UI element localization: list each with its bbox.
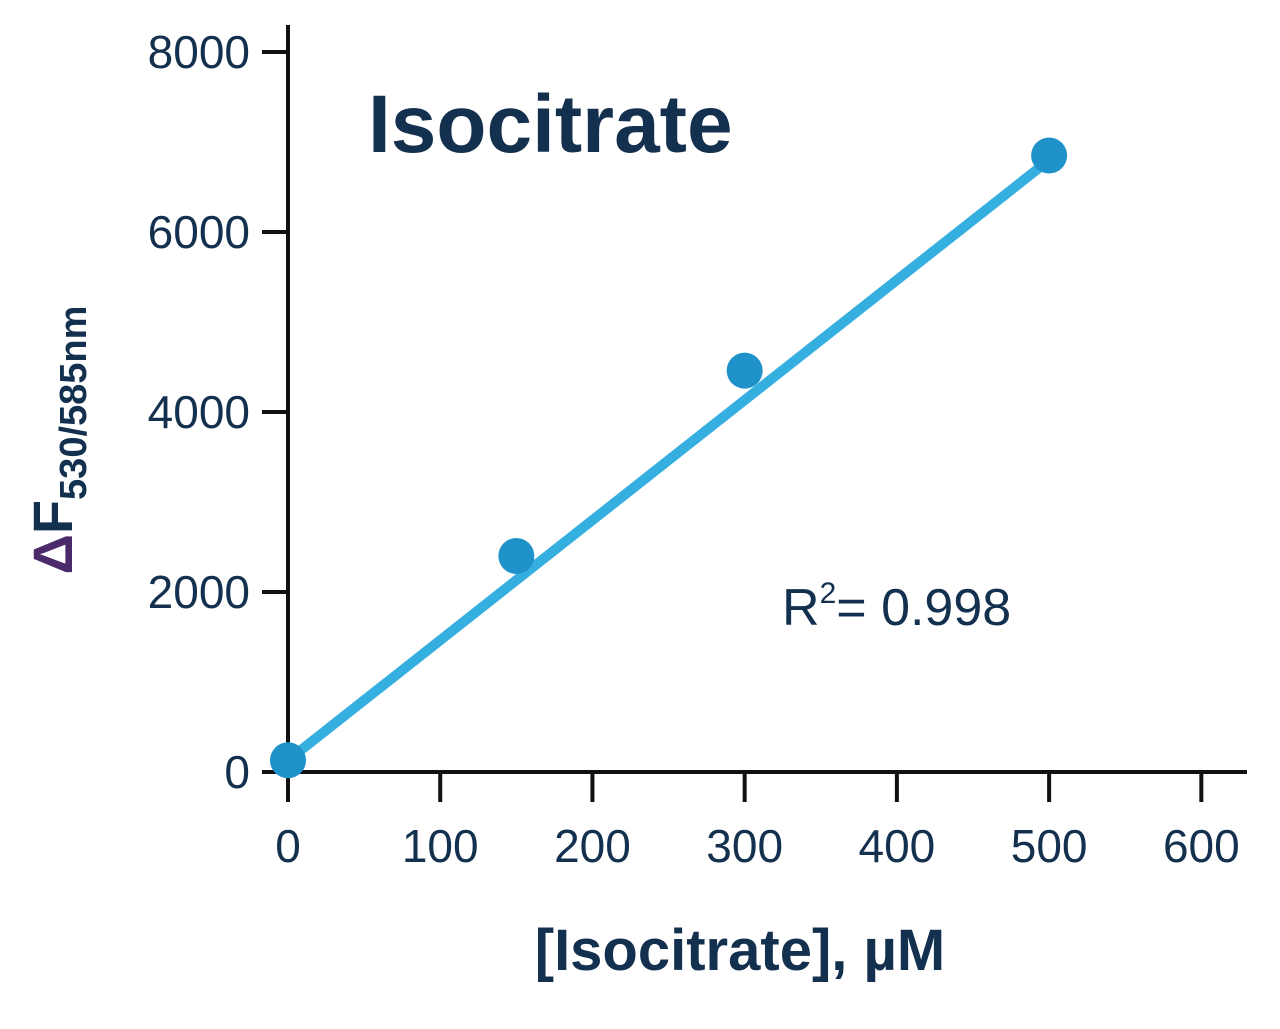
data-point	[726, 352, 763, 389]
x-axis-label: [Isocitrate], µM	[535, 918, 945, 983]
x-tick-label: 0	[275, 820, 301, 872]
y-label-text: F	[21, 500, 84, 534]
y-tick-label: 0	[224, 746, 250, 798]
x-tick-label: 400	[859, 820, 936, 872]
y-label-subscript: 530/585nm	[53, 306, 95, 500]
x-tick-label: 600	[1163, 820, 1240, 872]
annotation: R2= 0.998	[782, 577, 1011, 637]
chart-title: Isocitrate	[368, 79, 733, 170]
x-tick-label: 200	[554, 820, 631, 872]
x-tick-label: 500	[1011, 820, 1088, 872]
y-label-symbol: Δ	[21, 534, 84, 574]
data-point	[270, 742, 306, 779]
annotation-text: = 0.998	[836, 579, 1011, 637]
fit-line	[284, 156, 1053, 765]
x-tick-label: 100	[402, 820, 479, 872]
data-point	[498, 538, 535, 574]
annotation-superscript: 2	[820, 577, 837, 610]
annotation-base: R	[782, 579, 820, 637]
y-tick-label: 2000	[148, 566, 250, 618]
y-tick-label: 6000	[148, 206, 250, 258]
y-tick-label: 4000	[148, 386, 250, 438]
y-tick-label: 8000	[148, 26, 250, 78]
y-axis-label: ΔF530/585nm	[21, 306, 95, 575]
x-tick-label: 300	[706, 820, 783, 872]
data-point	[1031, 137, 1068, 174]
